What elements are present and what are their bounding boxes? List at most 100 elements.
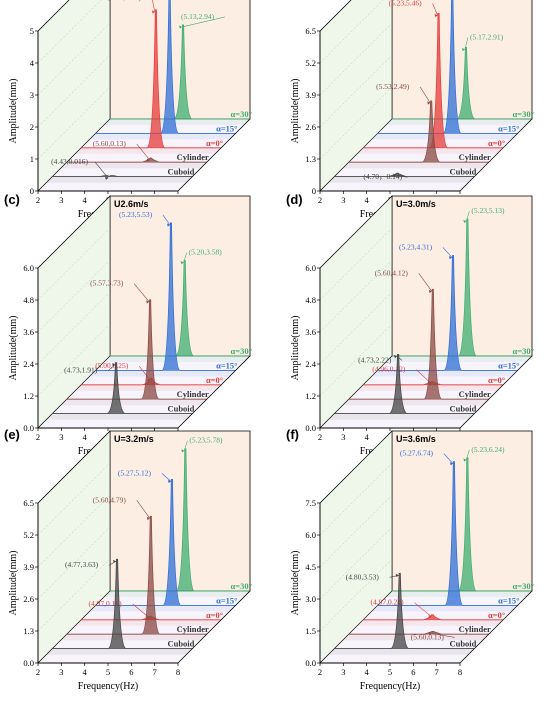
y-tick-label: 1.3 <box>305 154 316 164</box>
peak-annotation: (5.20,3.58) <box>189 248 223 257</box>
side-grid-line <box>37 22 111 96</box>
series-band <box>60 399 207 406</box>
series-band <box>89 133 236 140</box>
arrow-head <box>463 458 467 462</box>
series-label: α=15° <box>216 360 238 370</box>
y-tick-label: 5.2 <box>305 58 316 68</box>
annotation-arrow <box>396 174 408 178</box>
arrow-head <box>112 363 116 367</box>
series-peak <box>392 46 532 120</box>
annotation-arrow <box>396 356 403 361</box>
annotation-arrow <box>418 273 433 292</box>
series-label: Cylinder <box>177 389 209 399</box>
x-axis-label: Frequency(Hz) <box>78 681 139 692</box>
peak-annotation: (4.43,0.016) <box>51 157 88 166</box>
peak-annotation: (5.60,4.12) <box>375 268 409 277</box>
panel-label: (d) <box>286 192 303 207</box>
peak-annotation: (5.23,5.53) <box>119 210 153 219</box>
arrow-head <box>179 25 183 29</box>
side-grid-line <box>37 462 111 536</box>
y-tick-label: 0 <box>30 186 34 196</box>
series-label: Cuboid <box>449 639 476 649</box>
peak-annotation: (5.53,2.49) <box>376 82 410 91</box>
y-tick-label: 3.0 <box>305 594 316 604</box>
series-label: Cuboid <box>167 167 194 177</box>
arrow-head <box>167 479 171 484</box>
arrow-head <box>180 261 184 265</box>
series-layer: Cylinder (5.53,2.49) <box>342 82 491 169</box>
x-tick-label: 8 <box>458 667 462 677</box>
side-grid-line <box>37 526 111 600</box>
series-layer: Cuboid (4.73,2.22) <box>328 354 477 420</box>
annotation-arrow <box>183 252 187 263</box>
annotation-arrow <box>107 364 116 371</box>
x-tick-label: 3 <box>59 667 63 677</box>
series-layer: α=30° (5.13,2.94) <box>104 12 252 125</box>
y-tick-label: 3.6 <box>23 327 34 337</box>
y-tick-label: 0.0 <box>23 423 34 433</box>
arrow-head <box>428 289 432 294</box>
series-band <box>104 356 250 362</box>
peak-annotation: (5.60,4.79) <box>93 495 127 504</box>
panel-title: U=3.0m/s <box>396 199 436 209</box>
series-layer: α=15° (5.23,5.53) <box>89 210 238 377</box>
side-grid-line <box>319 291 393 365</box>
annotation-arrow <box>466 211 470 222</box>
y-tick-label: 3.9 <box>23 562 34 572</box>
y-axis-label: Amplitude(mm) <box>8 79 19 144</box>
series-layer: Cylinder (5.57,3.73) <box>60 279 209 406</box>
y-tick-label: 2.6 <box>23 594 34 604</box>
side-grid-line <box>319 227 393 301</box>
series-label: α=0° <box>206 610 223 620</box>
arrow-head <box>461 47 465 52</box>
peak-annotation: (4.96,0.12) <box>372 365 406 374</box>
series-label: α=30° <box>513 109 535 119</box>
peak-annotation: (5.13,2.94) <box>181 12 215 21</box>
side-grid-line <box>37 227 111 301</box>
series-peak <box>377 0 518 134</box>
series-band <box>328 413 475 420</box>
arrow-head <box>449 462 453 466</box>
back-wall <box>109 430 251 592</box>
series-band <box>46 648 193 655</box>
series-peak <box>377 255 518 371</box>
side-grid-line <box>37 86 111 160</box>
side-grid-line <box>37 54 111 128</box>
annotation-arrow <box>466 449 470 460</box>
peak-annotation: (4.73,1.91) <box>64 366 98 375</box>
series-peak <box>66 515 207 635</box>
series-label: α=0° <box>206 138 223 148</box>
series-peak <box>348 288 489 400</box>
series-peak <box>377 461 518 606</box>
series-peak <box>334 572 475 649</box>
side-grid-line <box>319 86 393 160</box>
y-tick-label: 1.2 <box>305 391 316 401</box>
series-layer: Cuboid (4.73,1.91) <box>46 362 195 420</box>
series-peak <box>110 448 250 592</box>
y-tick-label: 1.3 <box>23 626 34 636</box>
series-band <box>89 370 236 377</box>
peak-annotation: (5.60,0.13) <box>411 632 445 641</box>
series-label: α=15° <box>498 360 520 370</box>
chart-panel: α=30° (5.23,6.24) α=15° (5.27,6.74) α=0° (4.9… <box>286 427 534 692</box>
peak-annotation: (5.23,5.46) <box>389 0 423 7</box>
x-tick-label: 5 <box>106 667 110 677</box>
series-layer: Cylinder (5.60,4.12) <box>342 268 491 406</box>
annotation-arrow <box>414 602 432 617</box>
series-band <box>46 176 193 183</box>
series-band <box>75 147 222 154</box>
y-tick-label: 3 <box>30 90 34 100</box>
series-label: α=15° <box>216 123 238 133</box>
annotation-arrow <box>442 247 453 258</box>
y-tick-label: 7.5 <box>305 498 316 508</box>
series-label: α=0° <box>206 375 223 385</box>
annotation-arrow <box>94 161 109 179</box>
series-label: α=15° <box>498 595 520 605</box>
y-tick-label: 6.5 <box>23 498 34 508</box>
annotation-arrow <box>464 37 469 50</box>
arrow-head <box>151 10 155 14</box>
series-band <box>386 119 532 125</box>
y-tick-label: 2.4 <box>305 359 316 369</box>
series-peak <box>95 222 236 371</box>
